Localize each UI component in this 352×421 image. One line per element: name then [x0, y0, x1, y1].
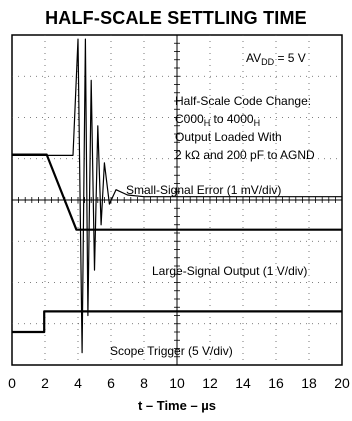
grid: [12, 35, 342, 365]
x-tick-label: 10: [169, 375, 185, 391]
x-tick-label: 0: [8, 375, 16, 391]
traces: [12, 38, 342, 354]
x-tick-label: 12: [202, 375, 218, 391]
series-label-scope-trigger: Scope Trigger (5 V/div): [110, 344, 233, 358]
x-tick-labels: 0 2 4 6 8 10 12 14 16 18 20: [8, 375, 350, 391]
x-tick-label: 2: [41, 375, 49, 391]
x-axis-label: t – Time – µs: [138, 398, 216, 413]
x-tick-label: 18: [301, 375, 317, 391]
series-line-large-signal-output: [12, 153, 342, 231]
x-tick-label: 4: [74, 375, 82, 391]
series-line-small-signal-error: [12, 38, 342, 354]
series-label-large-signal-output: Large-Signal Output (1 V/div): [152, 264, 307, 278]
supply-annotation: AVDD = 5 V: [246, 51, 306, 67]
series-line-scope-trigger: [12, 310, 342, 334]
x-tick-label: 14: [235, 375, 251, 391]
x-tick-label: 20: [334, 375, 350, 391]
x-tick-label: 16: [268, 375, 284, 391]
condition-line-2: C000H to 4000H: [175, 112, 260, 128]
x-tick-label: 6: [107, 375, 115, 391]
series-label-small-signal-error: Small-Signal Error (1 mV/div): [126, 183, 281, 197]
chart-title: HALF-SCALE SETTLING TIME: [45, 8, 307, 28]
x-tick-label: 8: [140, 375, 148, 391]
condition-line-4: 2 kΩ and 200 pF to AGND: [175, 148, 315, 162]
condition-line-1: Half-Scale Code Change:: [175, 94, 311, 108]
condition-line-3: Output Loaded With: [175, 130, 282, 144]
